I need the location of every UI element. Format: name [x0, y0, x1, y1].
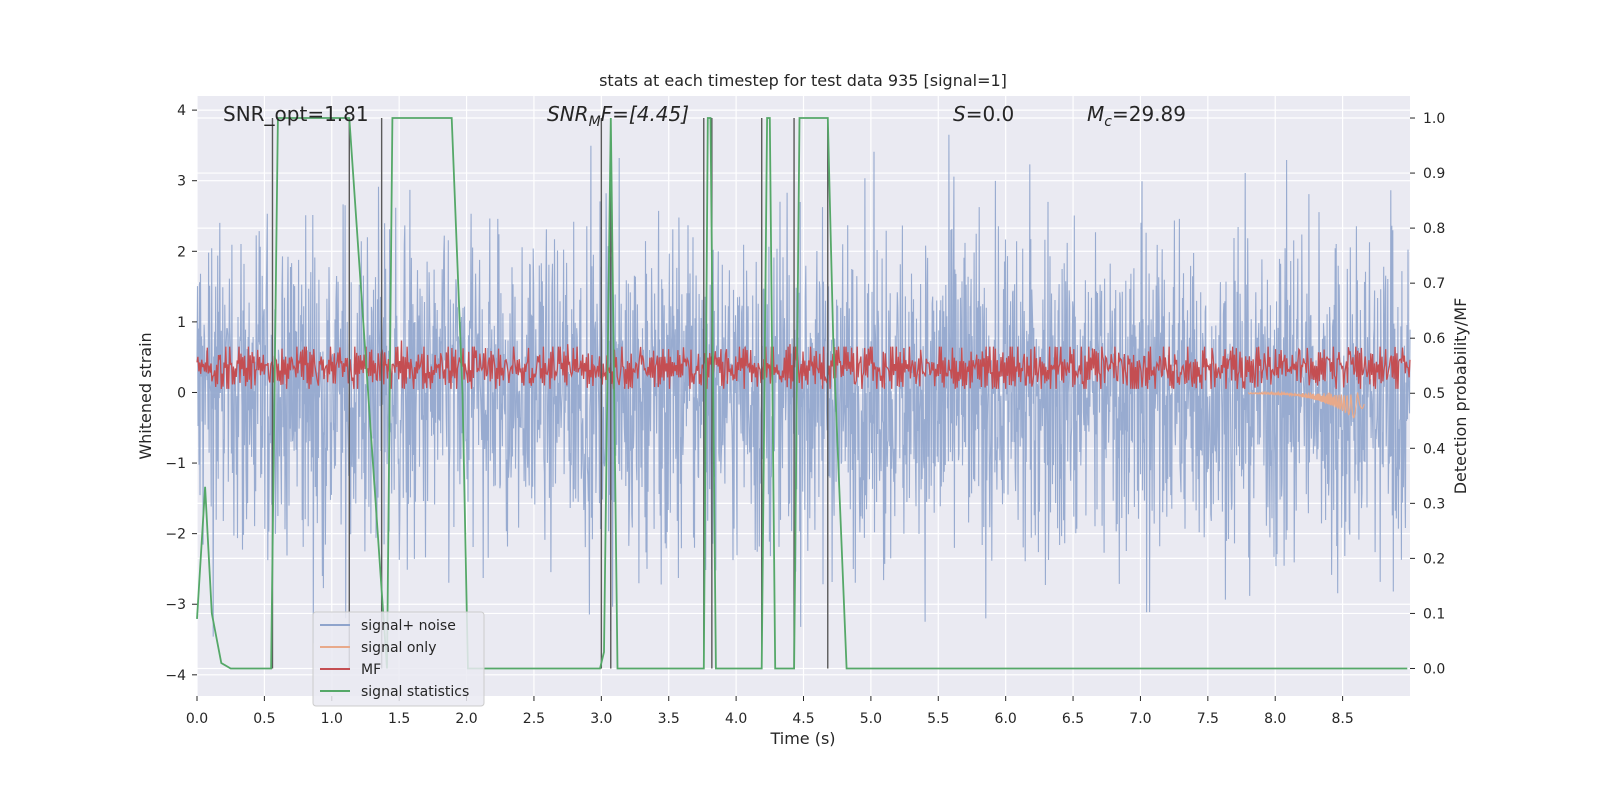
x-axis-ticks: 0.0 0.5 1.0 1.5 2.0 2.5 3.0 3.5 4.0 4.5 5.0 5.5 6.0 6… — [186, 696, 1354, 727]
x-tick-label-5: 2.5 — [523, 711, 545, 727]
annotation-mc-name: M — [1087, 102, 1104, 126]
series-signal-only — [1247, 390, 1365, 419]
x-tick-label-2: 1.0 — [321, 711, 343, 727]
annotation-snr-opt: SNR_opt=1.81 — [223, 102, 369, 126]
legend-label-mf: MF — [361, 662, 381, 678]
x-tick-label-10: 5.0 — [860, 711, 882, 727]
y-tick-label-6: −2 — [165, 527, 186, 543]
x-axis-label: Time (s) — [769, 729, 835, 748]
annotation-snr-mf-sub: M — [589, 114, 601, 130]
y-axis-ticks: 4 3 2 1 0 −1 −2 −3 −4 — [165, 103, 197, 684]
annotation-mc: Mc=29.89 — [1087, 102, 1186, 130]
x-tick-label-6: 3.0 — [590, 711, 612, 727]
y-tick-label-2: 2 — [177, 244, 186, 260]
legend-label-signal-only: signal only — [361, 640, 436, 656]
series-signal-plus-noise — [196, 134, 1411, 644]
x-tick-label-15: 7.5 — [1197, 711, 1219, 727]
signal-only-line — [1247, 390, 1365, 419]
y-right-tick-label-3: 0.7 — [1423, 276, 1445, 292]
y-tick-label-0: 4 — [177, 103, 186, 119]
y-right-axis-ticks: 1.0 0.9 0.8 0.7 0.6 0.5 0.4 0.3 0.2 0.1 0.0 — [1410, 111, 1445, 677]
annotation-s-name: S — [953, 102, 966, 126]
y-right-tick-label-4: 0.6 — [1423, 331, 1445, 347]
y-tick-label-7: −3 — [165, 597, 186, 613]
y-right-tick-label-5: 0.5 — [1423, 386, 1445, 402]
annotation-s-value: =0.0 — [966, 102, 1015, 126]
y-axis-label: Whitened strain — [136, 332, 155, 459]
x-tick-label-11: 5.5 — [927, 711, 949, 727]
x-tick-label-4: 2.0 — [455, 711, 477, 727]
y-right-tick-label-7: 0.3 — [1423, 496, 1445, 512]
series-mf — [196, 340, 1411, 389]
x-tick-label-16: 8.0 — [1264, 711, 1286, 727]
legend-label-signal-statistics: signal statistics — [361, 684, 469, 700]
y-right-tick-label-2: 0.8 — [1423, 221, 1445, 237]
y-tick-label-4: 0 — [177, 385, 186, 401]
x-tick-label-12: 6.0 — [995, 711, 1017, 727]
y-right-tick-label-10: 0.0 — [1423, 661, 1445, 677]
signal-statistics-line — [196, 117, 1408, 670]
x-tick-label-7: 3.5 — [658, 711, 680, 727]
annotation-mc-sub: c — [1104, 114, 1112, 130]
y-right-axis-label: Detection probability/MF — [1451, 298, 1470, 495]
noise-line — [196, 134, 1411, 644]
y-right-tick-label-8: 0.2 — [1423, 551, 1445, 567]
y-right-tick-label-9: 0.1 — [1423, 606, 1445, 622]
y-tick-label-5: −1 — [165, 456, 186, 472]
y-tick-label-8: −4 — [165, 668, 186, 684]
x-tick-label-1: 0.5 — [253, 711, 275, 727]
annotation-snr-mf-name: SNR — [547, 102, 589, 126]
x-tick-label-9: 4.5 — [792, 711, 814, 727]
x-tick-label-0: 0.0 — [186, 711, 208, 727]
annotation-s: S=0.0 — [953, 102, 1014, 126]
x-tick-label-17: 8.5 — [1331, 711, 1353, 727]
legend: signal+ noise signal only MF signal stat… — [312, 611, 485, 707]
y-right-tick-label-0: 1.0 — [1423, 111, 1445, 127]
chart-title: stats at each timestep for test data 935… — [599, 71, 1007, 90]
y-tick-label-3: 1 — [177, 315, 186, 331]
x-tick-label-13: 6.5 — [1062, 711, 1084, 727]
x-tick-label-14: 7.0 — [1129, 711, 1151, 727]
annotation-snr-mf-rest: F=[4.45] — [601, 102, 689, 126]
series-signal-statistics — [196, 117, 1408, 670]
x-tick-label-8: 4.0 — [725, 711, 747, 727]
mf-line — [196, 340, 1411, 389]
legend-box — [312, 611, 485, 707]
annotation-mc-value: =29.89 — [1112, 102, 1186, 126]
x-tick-label-3: 1.5 — [388, 711, 410, 727]
y-right-tick-label-1: 0.9 — [1423, 166, 1445, 182]
y-right-tick-label-6: 0.4 — [1423, 441, 1445, 457]
y-tick-label-1: 3 — [177, 174, 186, 190]
legend-label-signal-plus-noise: signal+ noise — [361, 618, 456, 634]
annotation-snr-mf: SNRMF=[4.45] — [547, 102, 689, 130]
